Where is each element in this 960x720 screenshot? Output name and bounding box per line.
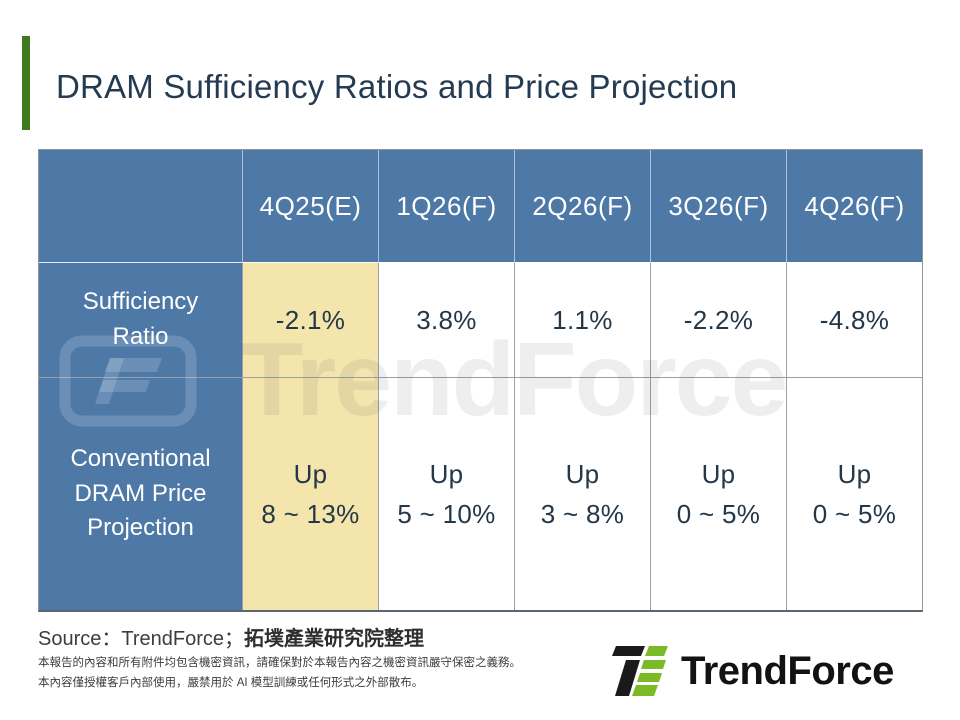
- price-range: 0 ~ 5%: [812, 499, 897, 529]
- table-header-4q25: 4Q25(E): [242, 150, 378, 262]
- trendforce-logo: TrendForce: [610, 640, 930, 702]
- price-direction: Up: [565, 458, 600, 489]
- table-header-3q26: 3Q26(F): [650, 150, 786, 262]
- trendforce-logo-text: TrendForce: [681, 648, 894, 693]
- confidentiality-disclaimer: 本報告的內容和所有附件均包含機密資訊，請確保對於本報告內容之機密資訊嚴守保密之義…: [38, 654, 598, 693]
- cell-price-4q26: Up 0 ~ 5%: [786, 377, 922, 610]
- price-range: 0 ~ 5%: [676, 499, 761, 529]
- row-label-line: Ratio: [112, 323, 169, 350]
- cell-price-1q26: Up 5 ~ 10%: [378, 377, 514, 610]
- source-line: Source：TrendForce；拓墣產業研究院整理: [38, 622, 424, 651]
- price-direction: Up: [429, 458, 464, 489]
- table-header-1q26: 1Q26(F): [378, 150, 514, 262]
- cell-sufficiency-2q26: 1.1%: [514, 262, 650, 377]
- cell-sufficiency-1q26: 3.8%: [378, 262, 514, 377]
- cell-sufficiency-3q26: -2.2%: [650, 262, 786, 377]
- price-direction: Up: [293, 458, 328, 489]
- price-direction: Up: [701, 458, 736, 489]
- trendforce-logo-icon: [612, 646, 668, 696]
- row-label-line: Conventional: [70, 444, 211, 472]
- row-label-line: Projection: [87, 514, 194, 542]
- price-range: 3 ~ 8%: [540, 499, 625, 529]
- disclaimer-line-1: 本報告的內容和所有附件均包含機密資訊，請確保對於本報告內容之機密資訊嚴守保密之義…: [38, 657, 521, 669]
- title-accent-bar: [22, 36, 30, 130]
- table-header-4q26: 4Q26(F): [786, 150, 922, 262]
- cell-price-2q26: Up 3 ~ 8%: [514, 377, 650, 610]
- price-range: 8 ~ 13%: [261, 499, 360, 529]
- page-title: DRAM Sufficiency Ratios and Price Projec…: [56, 68, 738, 105]
- dram-projection-table: 4Q25(E) 1Q26(F) 2Q26(F) 3Q26(F) 4Q26(F) …: [38, 149, 923, 612]
- cell-sufficiency-4q26: -4.8%: [786, 262, 922, 377]
- price-direction: Up: [837, 458, 872, 489]
- row-label-line: DRAM Price: [74, 479, 207, 507]
- source-suffix: 拓墣產業研究院整理: [244, 628, 424, 650]
- price-range: 5 ~ 10%: [397, 499, 496, 529]
- cell-price-3q26: Up 0 ~ 5%: [650, 377, 786, 610]
- cell-sufficiency-4q25: -2.1%: [242, 262, 378, 377]
- source-prefix: Source：TrendForce；: [38, 628, 244, 650]
- row-label-line: Sufficiency: [82, 288, 199, 316]
- row-label-sufficiency-ratio: Sufficiency Ratio: [39, 262, 242, 377]
- table-header-corner: [39, 150, 242, 262]
- row-label-price-projection: Conventional DRAM Price Projection: [39, 377, 242, 610]
- disclaimer-line-2: 本內容僅授權客戶內部使用，嚴禁用於 AI 模型訓練或任何形式之外部散布。: [38, 676, 424, 689]
- table-header-2q26: 2Q26(F): [514, 150, 650, 262]
- cell-price-4q25: Up 8 ~ 13%: [242, 377, 378, 610]
